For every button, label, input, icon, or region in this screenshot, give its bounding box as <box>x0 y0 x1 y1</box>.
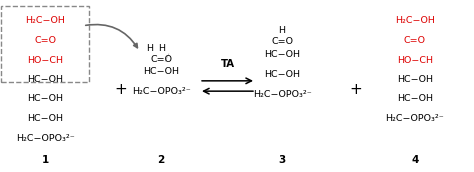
Text: 4: 4 <box>411 155 419 165</box>
Text: +: + <box>115 82 127 97</box>
Text: HC−OH: HC−OH <box>143 67 179 76</box>
Text: C=O: C=O <box>271 37 293 46</box>
Text: H₂C−OPO₃²⁻: H₂C−OPO₃²⁻ <box>132 87 191 96</box>
Text: HC−OH: HC−OH <box>27 75 63 84</box>
Text: C=O: C=O <box>34 36 56 45</box>
Text: HC−OH: HC−OH <box>264 70 300 79</box>
Text: H₂C−OPO₃²⁻: H₂C−OPO₃²⁻ <box>385 114 444 123</box>
Text: C=O: C=O <box>404 36 426 45</box>
Text: HC−OH: HC−OH <box>397 94 433 103</box>
Text: TA: TA <box>220 59 235 69</box>
Text: H: H <box>158 44 164 53</box>
Text: 1: 1 <box>41 155 49 165</box>
Text: HO−CH: HO−CH <box>27 56 63 65</box>
Text: H₂C−OPO₃²⁻: H₂C−OPO₃²⁻ <box>16 134 74 143</box>
Text: 3: 3 <box>278 155 286 165</box>
Text: HC−OH: HC−OH <box>27 94 63 103</box>
Text: HC−OH: HC−OH <box>397 75 433 84</box>
Text: C=O: C=O <box>150 55 172 63</box>
Text: HC−OH: HC−OH <box>27 114 63 123</box>
Text: H: H <box>146 44 153 53</box>
Text: H: H <box>279 26 285 35</box>
Text: ╱: ╱ <box>164 54 168 62</box>
Text: HO−CH: HO−CH <box>397 56 433 65</box>
Text: 2: 2 <box>157 155 165 165</box>
Text: HC−OH: HC−OH <box>264 50 300 59</box>
FancyArrowPatch shape <box>86 25 137 48</box>
Text: H₂C−OH: H₂C−OH <box>395 16 435 25</box>
Text: H₂C−OPO₃²⁻: H₂C−OPO₃²⁻ <box>253 90 311 99</box>
Text: H₂C−OH: H₂C−OH <box>25 16 65 25</box>
Text: +: + <box>349 82 362 97</box>
